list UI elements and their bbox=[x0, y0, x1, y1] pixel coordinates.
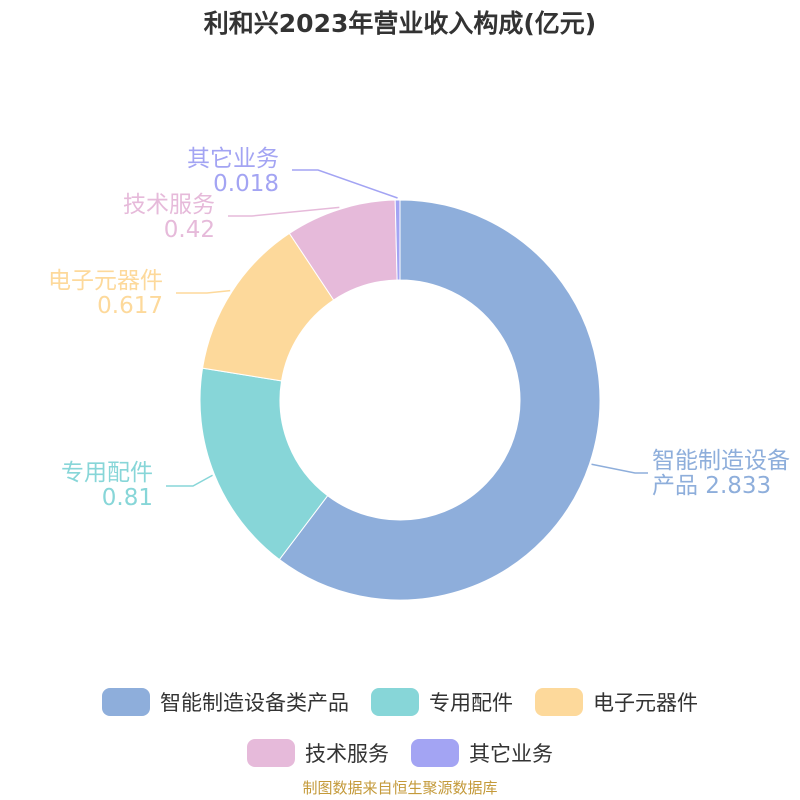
legend-item-smart-equipment[interactable]: 智能制造设备类产品 bbox=[102, 687, 349, 717]
legend-label: 智能制造设备类产品 bbox=[160, 691, 349, 715]
leader-line bbox=[166, 474, 213, 487]
label-special-parts-name: 专用配件 bbox=[61, 460, 153, 486]
label-other-business-value: 0.018 bbox=[213, 171, 279, 197]
legend-row-2: 技术服务 其它业务 bbox=[0, 738, 800, 768]
label-electronic-components-value: 0.617 bbox=[97, 293, 163, 319]
legend-swatch bbox=[371, 688, 419, 716]
legend-swatch bbox=[411, 739, 459, 767]
leader-line bbox=[591, 463, 648, 474]
slice-other-business[interactable] bbox=[394, 199, 401, 281]
legend-item-technical-service[interactable]: 技术服务 bbox=[247, 738, 389, 768]
legend-item-special-parts[interactable]: 专用配件 bbox=[371, 687, 513, 717]
label-special-parts-value: 0.81 bbox=[102, 485, 153, 511]
label-smart-equipment-name: 智能制造设备 bbox=[652, 448, 790, 474]
legend-item-electronic-components[interactable]: 电子元器件 bbox=[535, 687, 698, 717]
legend-row-1: 智能制造设备类产品 专用配件 电子元器件 bbox=[0, 687, 800, 717]
legend-label: 电子元器件 bbox=[593, 691, 698, 715]
legend-label: 其它业务 bbox=[469, 742, 553, 766]
legend-item-other-business[interactable]: 其它业务 bbox=[411, 738, 553, 768]
label-technical-service-value: 0.42 bbox=[164, 217, 215, 243]
legend-swatch bbox=[535, 688, 583, 716]
legend-label: 技术服务 bbox=[305, 742, 389, 766]
legend-swatch bbox=[102, 688, 150, 716]
label-technical-service-name: 技术服务 bbox=[123, 192, 215, 218]
label-other-business-name: 其它业务 bbox=[187, 146, 279, 172]
label-smart-equipment-value: 产品 2.833 bbox=[652, 473, 771, 499]
leader-line bbox=[292, 169, 398, 199]
legend-label: 专用配件 bbox=[429, 691, 513, 715]
data-source-footer: 制图数据来自恒生聚源数据库 bbox=[302, 779, 498, 797]
leader-line bbox=[228, 206, 340, 217]
legend-swatch bbox=[247, 739, 295, 767]
leader-line bbox=[176, 289, 231, 294]
slice-smart-equipment[interactable] bbox=[278, 199, 601, 601]
label-electronic-components-name: 电子元器件 bbox=[48, 268, 163, 294]
chart-title: 利和兴2023年营业收入构成(亿元) bbox=[203, 9, 597, 38]
